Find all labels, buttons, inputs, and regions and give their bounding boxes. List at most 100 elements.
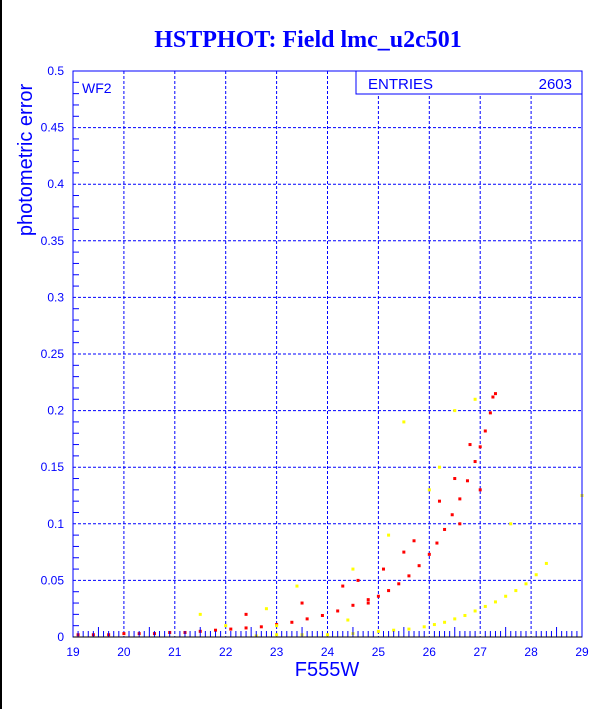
data-point-red <box>366 601 370 605</box>
data-point-yellow <box>387 533 391 537</box>
data-point-red <box>229 627 233 631</box>
data-points <box>76 392 584 638</box>
data-point-red <box>427 552 431 556</box>
data-point-yellow <box>437 465 441 469</box>
axis-ticks: 19 20 21 22 23 24 25 26 27 28 29 0 0.05 0.1 0.15 0.2 0.2… <box>41 64 589 659</box>
data-point-yellow <box>544 561 548 565</box>
data-point-yellow <box>264 607 268 611</box>
y-tick-label: 0.45 <box>41 121 65 135</box>
data-point-red <box>366 598 370 602</box>
x-tick-label: 29 <box>575 645 589 659</box>
data-point-red <box>450 513 454 517</box>
data-point-red <box>290 620 294 624</box>
data-point-red <box>244 612 248 616</box>
data-point-yellow <box>453 617 457 621</box>
x-tick-label: 22 <box>219 645 233 659</box>
data-point-red <box>493 392 497 396</box>
data-point-red <box>376 594 380 598</box>
y-tick-label: 0.35 <box>41 234 65 248</box>
data-point-red <box>437 499 441 503</box>
data-point-red <box>351 603 355 607</box>
data-point-yellow <box>504 594 508 598</box>
data-point-red <box>407 574 411 578</box>
data-point-yellow <box>422 625 426 629</box>
data-point-red <box>356 578 360 582</box>
data-point-red <box>387 589 391 593</box>
data-point-yellow <box>514 589 518 593</box>
data-point-yellow <box>534 573 538 577</box>
x-tick-label: 25 <box>372 645 386 659</box>
stats-box <box>355 70 583 95</box>
data-point-red <box>259 625 263 629</box>
data-point-red <box>397 582 401 586</box>
data-point-red <box>320 613 324 617</box>
data-point-yellow <box>392 628 396 632</box>
data-point-yellow <box>198 612 202 616</box>
y-tick-label: 0 <box>57 630 64 644</box>
data-point-red <box>473 460 477 464</box>
data-point-red <box>412 539 416 543</box>
x-tick-label: 21 <box>168 645 182 659</box>
data-point-yellow <box>473 609 477 613</box>
y-tick-label: 0.1 <box>47 517 64 531</box>
data-point-red <box>336 609 340 613</box>
data-point-red <box>417 564 421 568</box>
data-point-yellow <box>376 629 380 633</box>
y-tick-label: 0.4 <box>47 177 64 191</box>
data-point-yellow <box>402 420 406 424</box>
x-axis-label: F555W <box>295 659 360 681</box>
grid <box>73 71 582 637</box>
data-point-red <box>443 527 447 531</box>
data-point-red <box>341 584 345 588</box>
data-point-yellow <box>509 522 513 526</box>
x-tick-label: 26 <box>423 645 437 659</box>
data-point-red <box>305 617 309 621</box>
data-point-yellow <box>453 409 457 413</box>
x-tick-label: 24 <box>321 645 335 659</box>
data-point-yellow <box>346 618 350 622</box>
y-tick-label: 0.5 <box>47 64 64 78</box>
data-point-red <box>244 626 248 630</box>
x-tick-label: 27 <box>474 645 488 659</box>
y-tick-label: 0.15 <box>41 460 65 474</box>
data-point-yellow <box>432 623 436 627</box>
x-tick-label: 20 <box>117 645 131 659</box>
data-point-red <box>458 522 462 526</box>
y-tick-label: 0.05 <box>41 573 65 587</box>
data-point-red <box>468 443 472 447</box>
data-point-yellow <box>326 633 329 637</box>
data-point-yellow <box>524 582 528 586</box>
data-point-red <box>402 550 406 554</box>
panel-label: WF2 <box>82 80 112 96</box>
data-point-yellow <box>463 613 467 617</box>
y-tick-label: 0.2 <box>47 404 64 418</box>
data-point-red <box>483 429 487 433</box>
data-point-yellow <box>275 633 279 637</box>
data-point-red <box>465 479 469 483</box>
x-tick-label: 23 <box>270 645 284 659</box>
data-point-red <box>453 477 457 481</box>
chart-title: HSTPHOT: Field lmc_u2c501 <box>154 27 462 53</box>
stats-label: ENTRIES <box>368 76 433 93</box>
x-tick-label: 28 <box>524 645 538 659</box>
data-point-yellow <box>407 627 411 631</box>
data-point-red <box>122 632 126 636</box>
stats-value: 2603 <box>539 76 572 93</box>
data-point-red <box>491 395 495 399</box>
data-point-yellow <box>427 488 431 492</box>
data-point-red <box>478 445 482 449</box>
data-point-red <box>478 488 482 492</box>
data-point-red <box>488 411 492 415</box>
y-tick-label: 0.25 <box>41 347 65 361</box>
data-point-yellow <box>351 567 355 571</box>
y-axis-label: photometric error <box>15 84 37 237</box>
data-point-yellow <box>473 397 477 401</box>
data-point-yellow <box>295 584 299 588</box>
data-point-red <box>381 567 385 571</box>
data-point-yellow <box>275 624 279 628</box>
data-point-red <box>435 541 439 545</box>
data-point-yellow <box>224 624 228 628</box>
data-point-yellow <box>443 620 447 624</box>
